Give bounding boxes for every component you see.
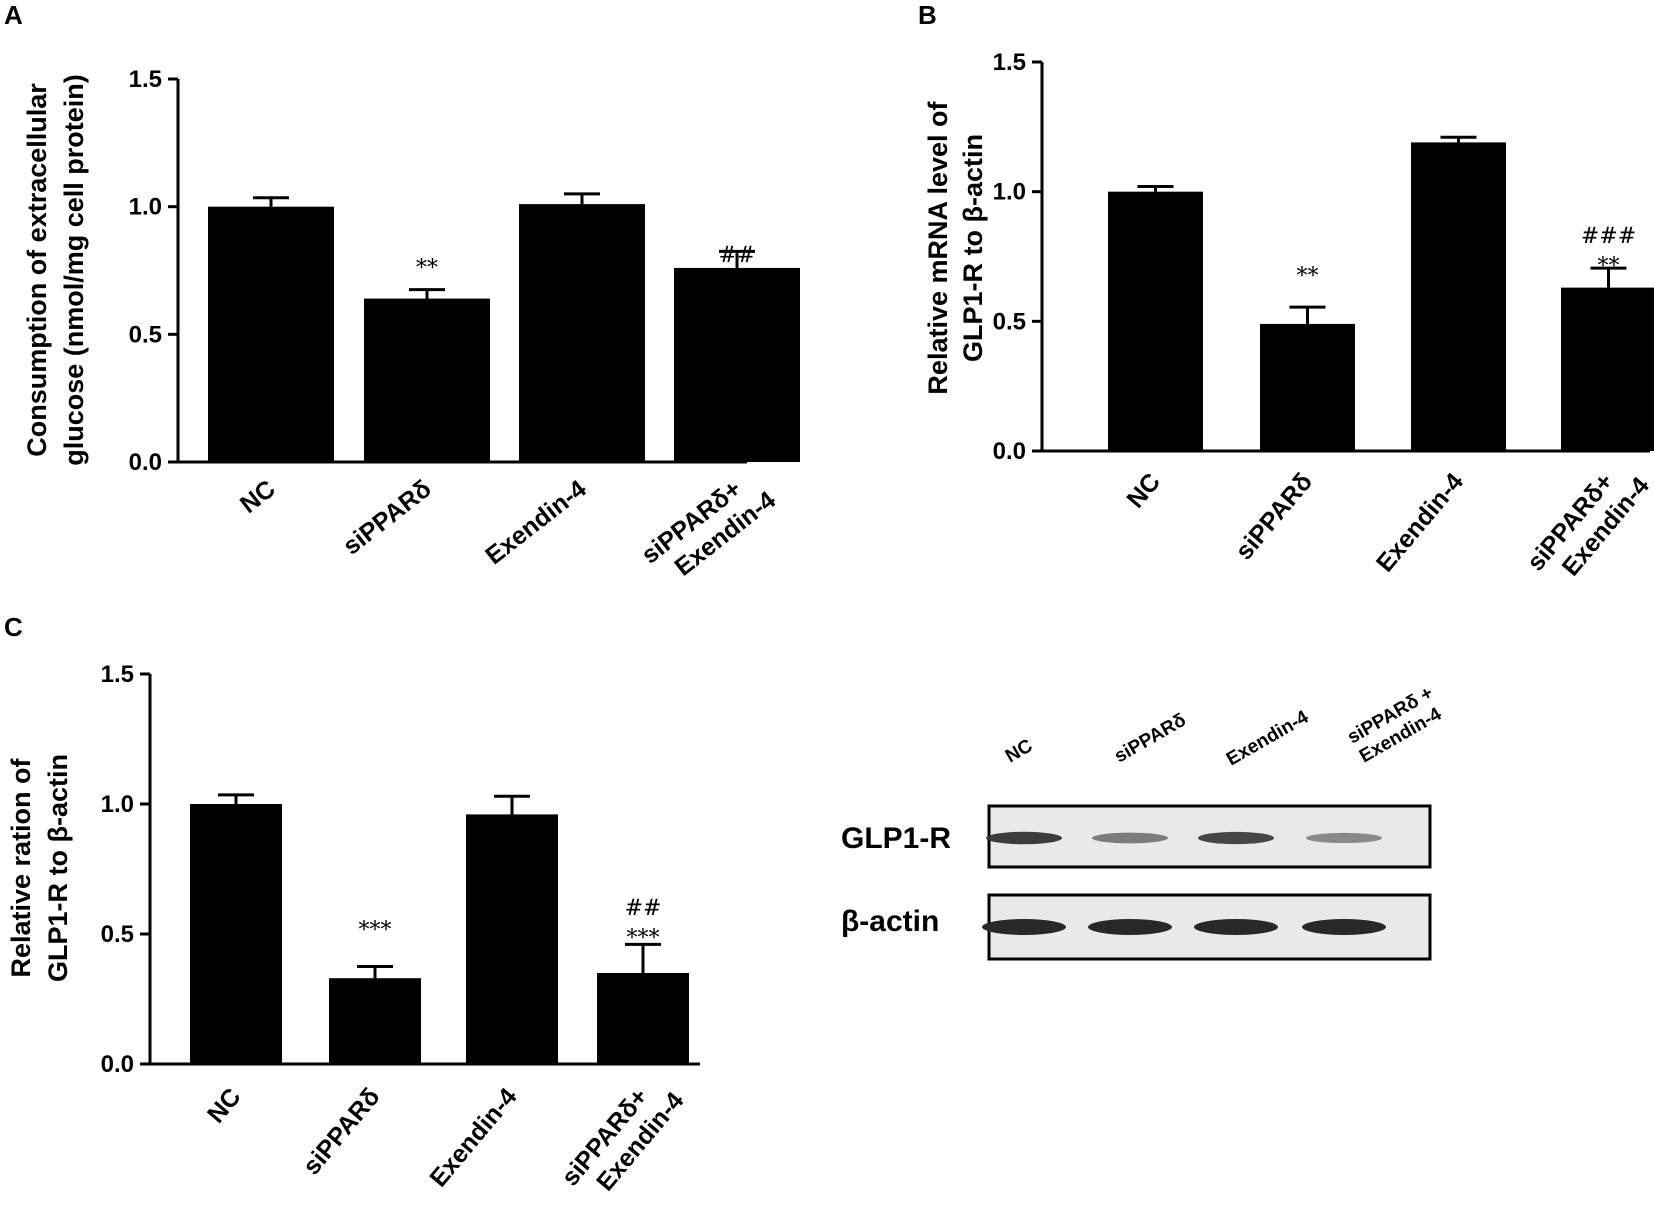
- bar: [1411, 142, 1506, 452]
- y-tick-label: 1.5: [993, 49, 1026, 76]
- y-axis-label: GLP1-R to β-actin: [958, 134, 988, 362]
- y-tick-label: 0.5: [101, 921, 134, 948]
- category-label: NC: [1121, 468, 1166, 514]
- y-tick-label: 1.5: [101, 661, 134, 688]
- category-label: siPPARδ: [338, 475, 437, 561]
- y-tick-label: 1.0: [101, 791, 134, 818]
- y-axis-label: glucose (nmol/mg cell protein): [59, 74, 89, 466]
- y-tick-label: 0.5: [993, 308, 1026, 335]
- wb-row-label-glp1r: GLP1-R: [841, 822, 951, 855]
- panel-letter-a: A: [4, 0, 23, 30]
- wb-band: [1302, 919, 1386, 935]
- wb-band: [982, 919, 1066, 935]
- wb-lane-label-sippard: siPPARδ: [1111, 710, 1190, 768]
- significance-marker: **: [1297, 264, 1319, 289]
- category-label: siPPARδ+Exendin-4: [636, 462, 781, 593]
- significance-marker: ##: [719, 243, 756, 268]
- chart-panel-b: 0.0 0.5 1.0 1.5 Relative mRNA level of GLP1-R…: [923, 49, 1654, 595]
- wb-band: [986, 831, 1062, 845]
- significance-marker: ***: [359, 918, 392, 943]
- panel-letter-c: C: [4, 612, 23, 642]
- y-tick-label: 1.0: [993, 179, 1026, 206]
- western-blot: NC siPPARδ Exendin-4 siPPARδ + Exendin-4…: [841, 683, 1446, 961]
- wb-lane-label-nc: NC: [1002, 735, 1037, 767]
- wb-band: [1198, 831, 1274, 845]
- category-label: siPPARδ+Exendin-4: [1522, 452, 1654, 595]
- y-tick-label: 0.0: [101, 1051, 134, 1078]
- y-axis-label: Consumption of extracellular: [22, 83, 52, 457]
- category-label: Exendin-4: [424, 1083, 522, 1193]
- wb-band: [1194, 919, 1278, 935]
- chart-panel-c: 0.0 0.5 1.0 1.5 Relative ration of GLP1-R to …: [6, 661, 700, 1210]
- bar: [190, 804, 282, 1064]
- significance-marker: ***: [627, 926, 660, 951]
- wb-band: [1088, 919, 1172, 935]
- y-tick-label: 0.0: [993, 438, 1026, 465]
- bar: [674, 267, 800, 462]
- bar: [466, 814, 558, 1064]
- y-tick-label: 1.5: [129, 66, 162, 93]
- wb-bands: [982, 831, 1386, 935]
- wb-lane-label-exendin: Exendin-4: [1223, 707, 1313, 771]
- significance-marker: ###: [1581, 224, 1636, 249]
- wb-band: [1092, 832, 1168, 844]
- category-label: siPPARδ+Exendin-4: [556, 1067, 689, 1210]
- bar: [364, 298, 490, 462]
- bar: [1260, 323, 1355, 451]
- significance-marker: **: [1598, 254, 1620, 279]
- category-label: siPPARδ: [1230, 468, 1318, 565]
- y-axis-label: GLP1-R to β-actin: [43, 754, 73, 982]
- chart-panel-a: 0.0 0.5 1.0 1.5 Consumption of extracellular…: [22, 66, 800, 593]
- bar: [597, 973, 689, 1064]
- significance-marker: ##: [625, 896, 662, 921]
- bar: [519, 204, 645, 462]
- panel-letter-b: B: [918, 0, 937, 30]
- y-axis-label: Relative mRNA level of: [923, 100, 953, 394]
- category-label: NC: [202, 1083, 247, 1129]
- y-axis-label: Relative ration of: [6, 757, 36, 977]
- category-label: Exendin-4: [480, 475, 591, 571]
- category-label: Exendin-4: [1371, 468, 1469, 578]
- y-tick-label: 0.0: [129, 449, 162, 476]
- bar: [1108, 191, 1203, 451]
- significance-marker: **: [416, 256, 438, 281]
- bar: [208, 206, 334, 462]
- bar: [329, 978, 421, 1064]
- wb-row-label-beta-actin: β-actin: [841, 905, 939, 938]
- y-tick-label: 0.5: [129, 321, 162, 348]
- y-tick-label: 1.0: [129, 194, 162, 221]
- wb-band: [1306, 832, 1382, 844]
- category-label: siPPARδ: [298, 1083, 386, 1180]
- bar: [1561, 287, 1654, 451]
- category-label: NC: [235, 475, 281, 519]
- significance-marker: *: [732, 275, 743, 300]
